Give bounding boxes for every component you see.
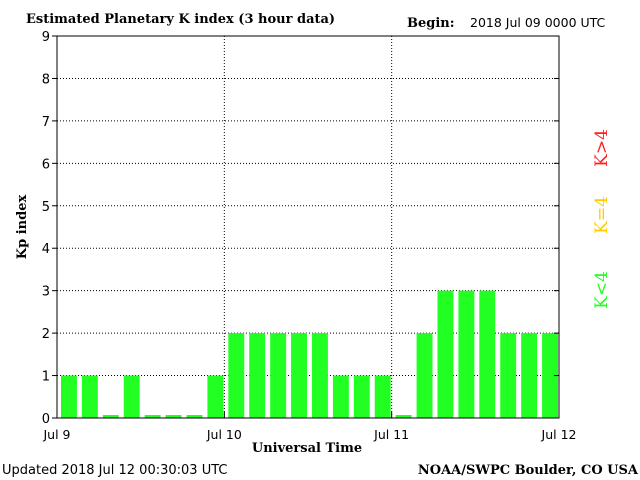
kp-bar (207, 375, 224, 418)
kp-bar (228, 333, 245, 418)
y-tick-label: 5 (42, 200, 50, 215)
kp-bar (542, 333, 558, 418)
bars (61, 290, 558, 418)
kp-bar (144, 415, 161, 418)
kp-bar (500, 333, 517, 418)
begin-label: Begin: (407, 16, 455, 31)
x-tick-label: Jul 12 (541, 427, 577, 442)
x-axis-title: Universal Time (252, 441, 362, 456)
kp-bar (395, 415, 412, 418)
kp-bar (416, 333, 433, 418)
source-credit: NOAA/SWPC Boulder, CO USA (418, 463, 639, 478)
kp-bar (81, 375, 98, 418)
x-tick-label: Jul 10 (206, 427, 242, 442)
grid (57, 35, 559, 418)
x-tick-label: Jul 11 (373, 427, 409, 442)
kp-bar (479, 290, 496, 418)
y-tick-label: 8 (42, 72, 50, 87)
y-axis-title: Kp index (15, 195, 30, 260)
kp-bar (165, 415, 182, 418)
kp-bar (312, 333, 328, 418)
legend-k-mid: K=4 (592, 196, 612, 234)
kp-bar (61, 375, 77, 418)
kp-bar (249, 333, 266, 418)
y-tick-label: 6 (42, 157, 50, 172)
kp-bar (291, 333, 307, 418)
kp-bar (270, 333, 287, 418)
begin-value: 2018 Jul 09 0000 UTC (470, 15, 606, 30)
y-tick-label: 3 (42, 285, 50, 300)
y-tick-label: 9 (42, 30, 50, 45)
x-axis: Jul 9 Jul 10 Jul 11 Jul 12 (42, 412, 576, 442)
kp-bar (458, 290, 475, 418)
y-axis: 0 1 2 3 4 5 6 7 8 9 (42, 30, 559, 427)
kp-bar (521, 333, 538, 418)
legend-k-high: K>4 (592, 129, 612, 167)
kp-bar (123, 375, 140, 418)
y-tick-label: 7 (42, 115, 50, 130)
kp-bar (353, 375, 370, 418)
y-tick-label: 2 (42, 327, 50, 342)
y-tick-label: 1 (42, 370, 50, 385)
kp-bar (332, 375, 349, 418)
kp-bar (437, 290, 454, 418)
updated-timestamp: Updated 2018 Jul 12 00:30:03 UTC (2, 463, 227, 478)
legend-k-low: K<4 (592, 271, 612, 309)
kp-bar (186, 415, 203, 418)
y-tick-label: 4 (42, 242, 50, 257)
chart-title: Estimated Planetary K index (3 hour data… (26, 12, 335, 27)
kp-bar (374, 375, 391, 418)
kp-bar (102, 415, 119, 418)
plot-frame (56, 35, 560, 419)
x-tick-label: Jul 9 (42, 427, 70, 442)
y-tick-label: 0 (42, 412, 50, 427)
